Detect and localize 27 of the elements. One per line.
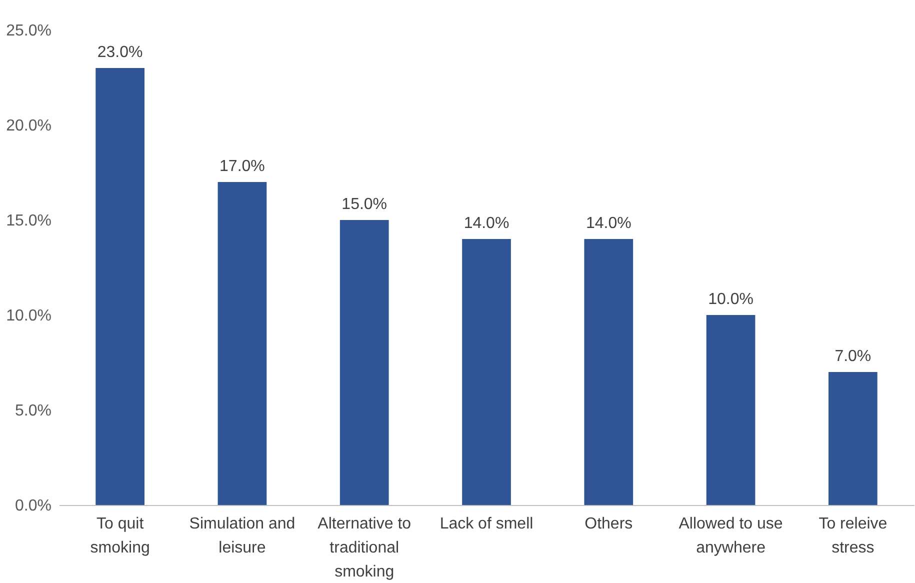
data-label: 15.0% [342, 196, 388, 213]
y-tick-label: 10.0% [6, 308, 52, 324]
x-tick-label: Allowed to use anywhere [678, 516, 783, 556]
bar [584, 239, 634, 505]
y-tick-label: 15.0% [6, 212, 52, 230]
bar [340, 220, 389, 505]
data-label: 14.0% [464, 215, 510, 232]
x-tick-label: To releive stress [818, 516, 888, 556]
x-tick-label: Lack of smell [440, 516, 534, 532]
data-label: 23.0% [97, 44, 143, 61]
bar [218, 182, 267, 505]
x-tick-label: Simulation and leisure [189, 516, 296, 556]
data-label: 14.0% [586, 215, 632, 232]
data-label: 7.0% [834, 348, 872, 365]
y-tick-label: 25.0% [6, 22, 52, 40]
bar [828, 372, 878, 505]
bar [96, 68, 144, 505]
x-tick-label: To quit smoking [90, 516, 150, 556]
data-label: 17.0% [220, 158, 265, 175]
y-tick-label: 20.0% [6, 118, 52, 134]
bar [706, 315, 756, 505]
x-tick-label: Others [584, 516, 633, 532]
data-label: 10.0% [708, 291, 754, 308]
y-tick-label: 0.0% [15, 498, 52, 514]
y-tick-label: 5.0% [15, 402, 52, 420]
bar [462, 239, 511, 505]
x-tick-label: Alternative to traditional smoking [318, 516, 412, 580]
